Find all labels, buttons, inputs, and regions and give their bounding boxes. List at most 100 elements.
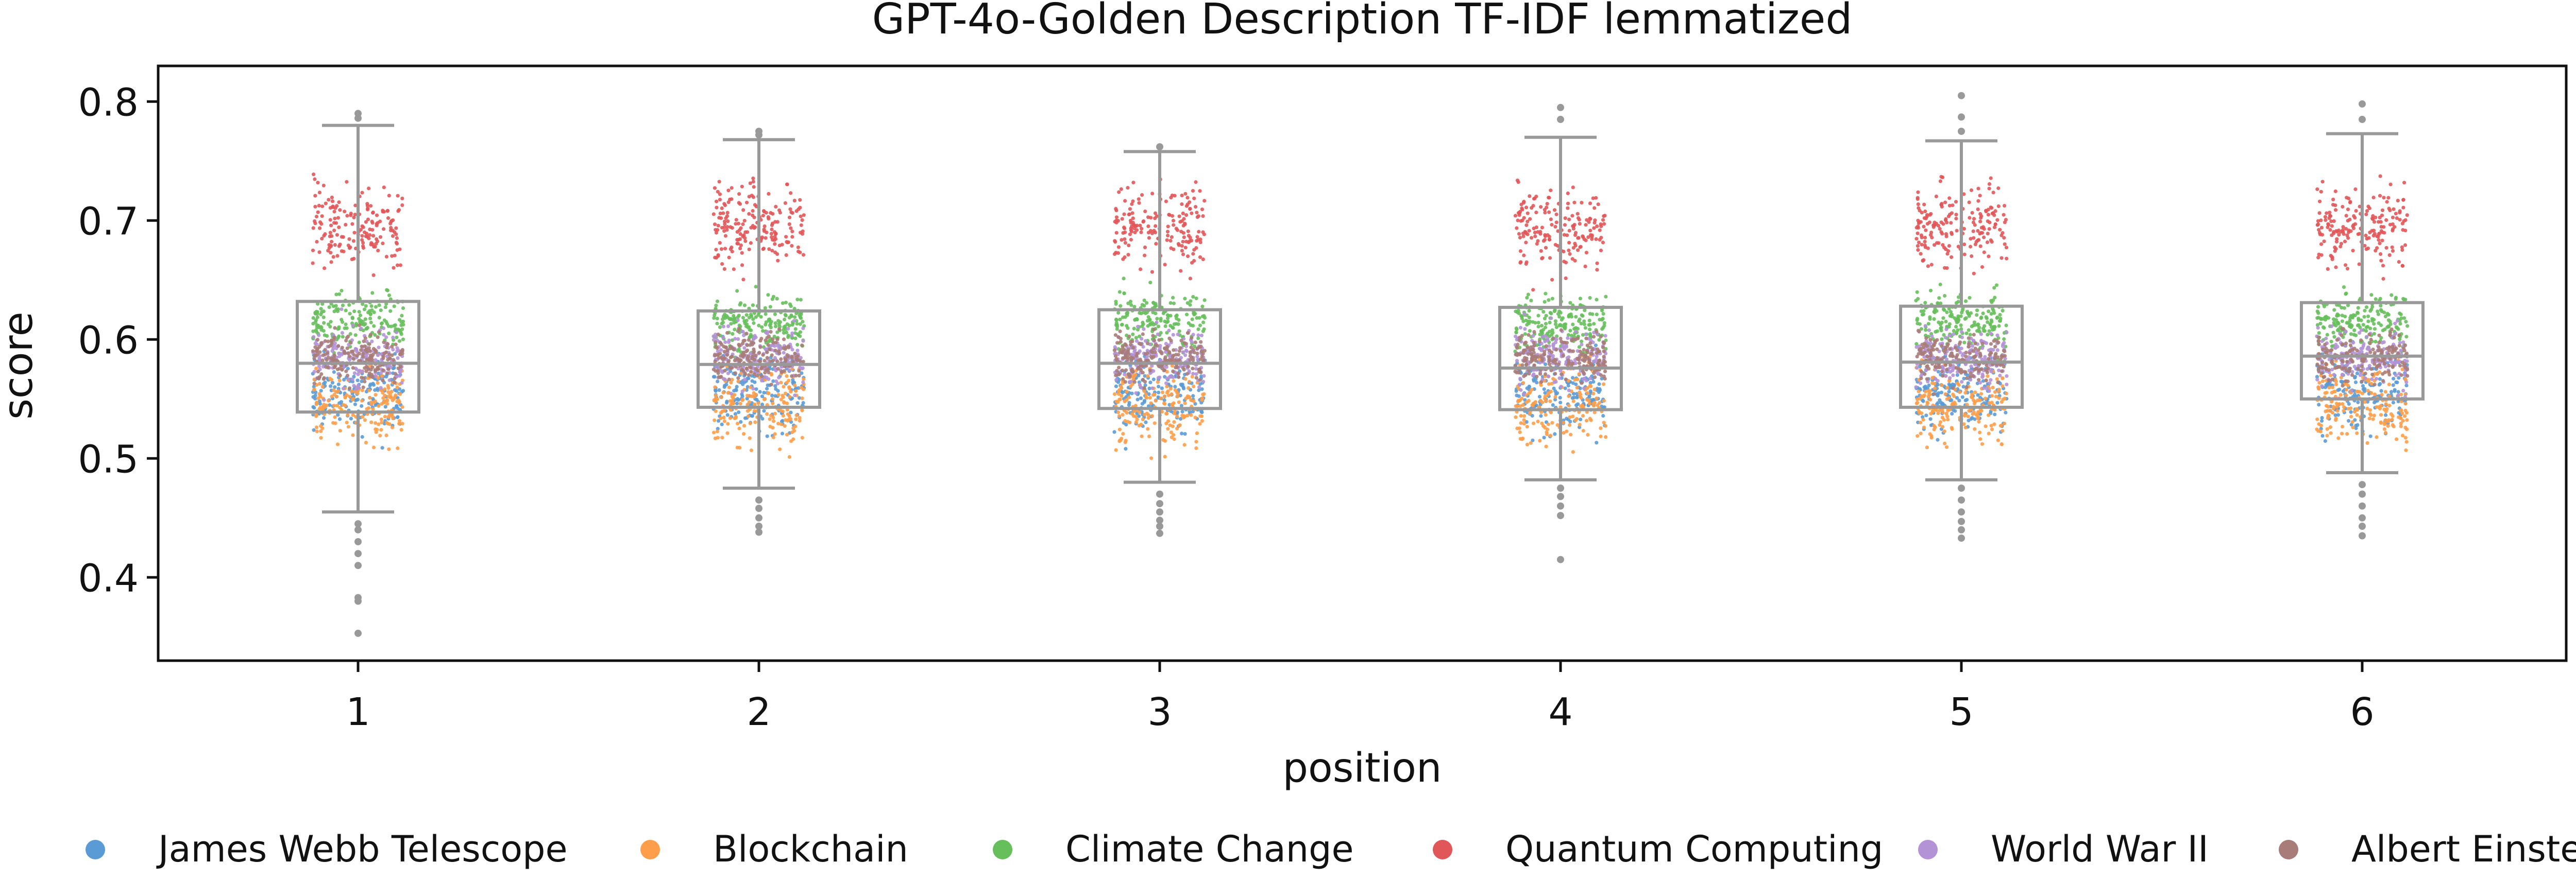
strip-point: [713, 186, 717, 190]
strip-point: [734, 218, 738, 222]
strip-point: [361, 302, 365, 306]
strip-point: [1576, 236, 1580, 240]
strip-point: [1124, 447, 1128, 451]
strip-point: [752, 372, 756, 376]
strip-point: [374, 305, 378, 309]
strip-point: [350, 389, 354, 393]
strip-point: [799, 214, 803, 218]
strip-point: [713, 385, 717, 389]
strip-point: [789, 439, 793, 443]
strip-point: [1188, 236, 1192, 240]
strip-point: [781, 413, 785, 418]
strip-point: [740, 398, 744, 402]
strip-point: [345, 336, 349, 340]
strip-point: [730, 338, 734, 342]
strip-point: [1115, 341, 1120, 345]
strip-point: [752, 350, 756, 354]
strip-point: [749, 448, 753, 453]
strip-point: [1517, 371, 1521, 375]
strip-point: [326, 355, 330, 359]
strip-point: [346, 425, 351, 429]
strip-point: [1954, 301, 1958, 305]
strip-point: [356, 386, 360, 390]
strip-point: [772, 230, 776, 234]
strip-point: [1947, 390, 1951, 394]
box-outlier: [755, 514, 762, 522]
strip-point: [1591, 391, 1596, 396]
strip-point: [763, 306, 767, 310]
strip-point: [337, 334, 341, 338]
strip-point: [1182, 415, 1187, 419]
strip-point: [726, 219, 730, 223]
strip-point: [760, 394, 765, 399]
strip-point: [1543, 339, 1547, 343]
strip-point: [1170, 364, 1174, 368]
strip-point: [1195, 235, 1199, 239]
strip-point: [1153, 230, 1157, 234]
strip-point: [1571, 337, 1575, 341]
strip-point: [314, 349, 318, 353]
strip-point: [798, 416, 802, 420]
strip-point: [771, 238, 775, 242]
strip-point: [400, 422, 404, 426]
strip-point: [1158, 346, 1162, 350]
strip-point: [1198, 357, 1202, 361]
strip-point: [718, 325, 722, 330]
strip-point: [1147, 392, 1151, 396]
strip-point: [769, 211, 773, 215]
strip-point: [728, 408, 733, 412]
strip-point: [1151, 301, 1156, 305]
strip-point: [1176, 332, 1180, 337]
strip-point: [361, 225, 365, 229]
strip-point: [1924, 413, 1928, 418]
strip-point: [1573, 233, 1578, 237]
strip-point: [385, 322, 389, 326]
strip-point: [790, 211, 794, 215]
strip-point: [742, 424, 747, 428]
strip-point: [730, 186, 734, 190]
strip-point: [1180, 202, 1184, 206]
strip-point: [1171, 218, 1176, 223]
strip-point: [1185, 202, 1190, 206]
strip-point: [1534, 359, 1538, 363]
strip-point: [1980, 265, 1985, 269]
strip-point: [317, 203, 321, 208]
strip-point: [760, 402, 765, 407]
strip-point: [802, 213, 806, 217]
strip-point: [765, 434, 769, 438]
strip-point: [798, 419, 802, 423]
strip-point: [1544, 413, 1548, 417]
strip-point: [725, 225, 730, 229]
strip-point: [361, 244, 365, 248]
strip-point: [1117, 190, 1121, 194]
strip-point: [750, 342, 754, 347]
strip-point: [1543, 211, 1547, 215]
strip-point: [713, 418, 717, 422]
strip-point: [1153, 421, 1157, 425]
strip-point: [329, 260, 333, 264]
strip-point: [387, 378, 392, 383]
strip-point: [1564, 377, 1568, 382]
strip-point: [787, 368, 791, 372]
strip-point: [1539, 323, 1544, 328]
strip-point: [1193, 416, 1197, 420]
strip-point: [1117, 378, 1121, 382]
strip-point: [1576, 216, 1581, 220]
strip-point: [1547, 362, 1552, 366]
strip-point: [1142, 298, 1146, 302]
strip-point: [2002, 421, 2007, 426]
strip-point: [377, 316, 381, 320]
strip-point: [725, 413, 730, 417]
strip-point: [1938, 420, 1943, 424]
strip-point: [719, 395, 723, 400]
strip-point: [1513, 214, 1518, 218]
strip-point: [1553, 319, 1557, 323]
strip-point: [1934, 330, 1938, 334]
strip-point: [2004, 410, 2008, 415]
strip-point: [1537, 394, 1542, 399]
strip-point: [322, 398, 326, 402]
strip-point: [312, 382, 316, 386]
strip-point: [1928, 417, 1933, 421]
strip-point: [1580, 339, 1584, 343]
strip-point: [1125, 390, 1129, 394]
